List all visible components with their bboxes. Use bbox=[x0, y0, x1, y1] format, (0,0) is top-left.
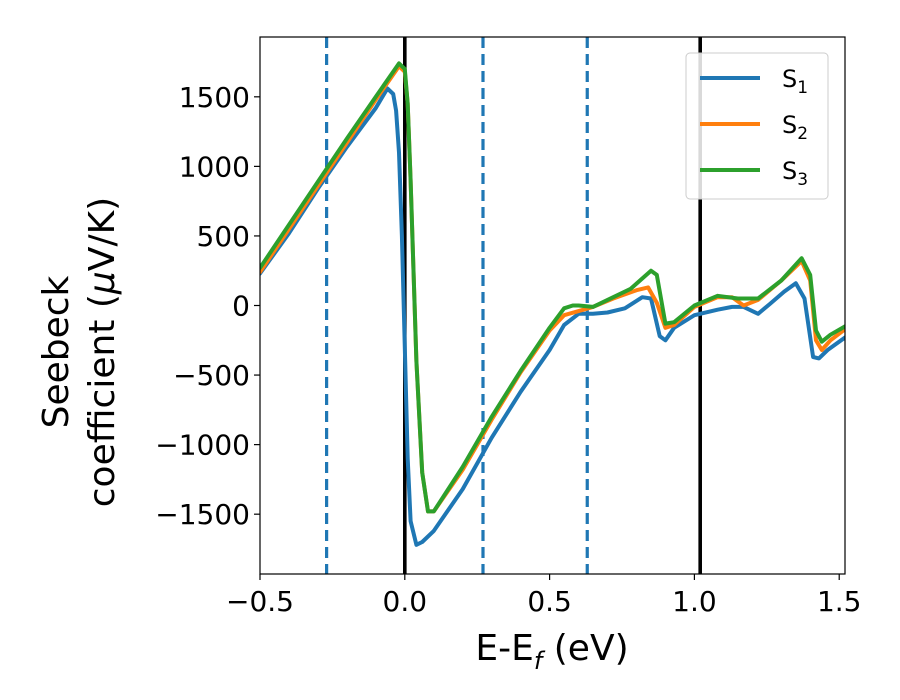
x-tick-label: 0.5 bbox=[527, 585, 572, 618]
series-lines bbox=[260, 61, 845, 547]
y-tick-label: 500 bbox=[197, 220, 250, 253]
y-axis-label-line1: Seebeck bbox=[36, 275, 77, 428]
x-tick-label: 1.0 bbox=[672, 585, 717, 618]
y-tick-label: 0 bbox=[232, 290, 250, 323]
legend: S1 S2 S3 bbox=[685, 52, 829, 200]
x-tick-label: 0.0 bbox=[383, 585, 428, 618]
y-tick-label: 1000 bbox=[179, 150, 250, 183]
x-tick-label: 1.5 bbox=[817, 585, 862, 618]
legend-label-s3: S3 bbox=[782, 157, 808, 190]
series-line-s3 bbox=[260, 61, 845, 514]
y-tick-label: 1500 bbox=[179, 81, 250, 114]
legend-label-s1: S1 bbox=[782, 65, 808, 98]
y-axis-label-line2: coefficient (μV/K) bbox=[82, 197, 123, 507]
x-tick-label: −0.5 bbox=[226, 585, 294, 618]
y-tick-label: −1000 bbox=[155, 429, 250, 462]
legend-label-s2: S2 bbox=[782, 111, 808, 144]
y-axis-label: Seebeck coefficient (μV/K) bbox=[36, 197, 123, 507]
x-axis-ticks: −0.5 0.0 0.5 1.0 1.5 bbox=[226, 574, 861, 618]
series-line-s1 bbox=[260, 86, 845, 547]
x-axis-label: E-Ef (eV) bbox=[475, 628, 628, 675]
y-tick-label: −500 bbox=[173, 359, 250, 392]
y-axis-ticks: −1500 −1000 −500 0 500 1000 1500 bbox=[155, 81, 260, 531]
reference-lines bbox=[325, 37, 702, 574]
y-tick-label: −1500 bbox=[155, 498, 250, 531]
